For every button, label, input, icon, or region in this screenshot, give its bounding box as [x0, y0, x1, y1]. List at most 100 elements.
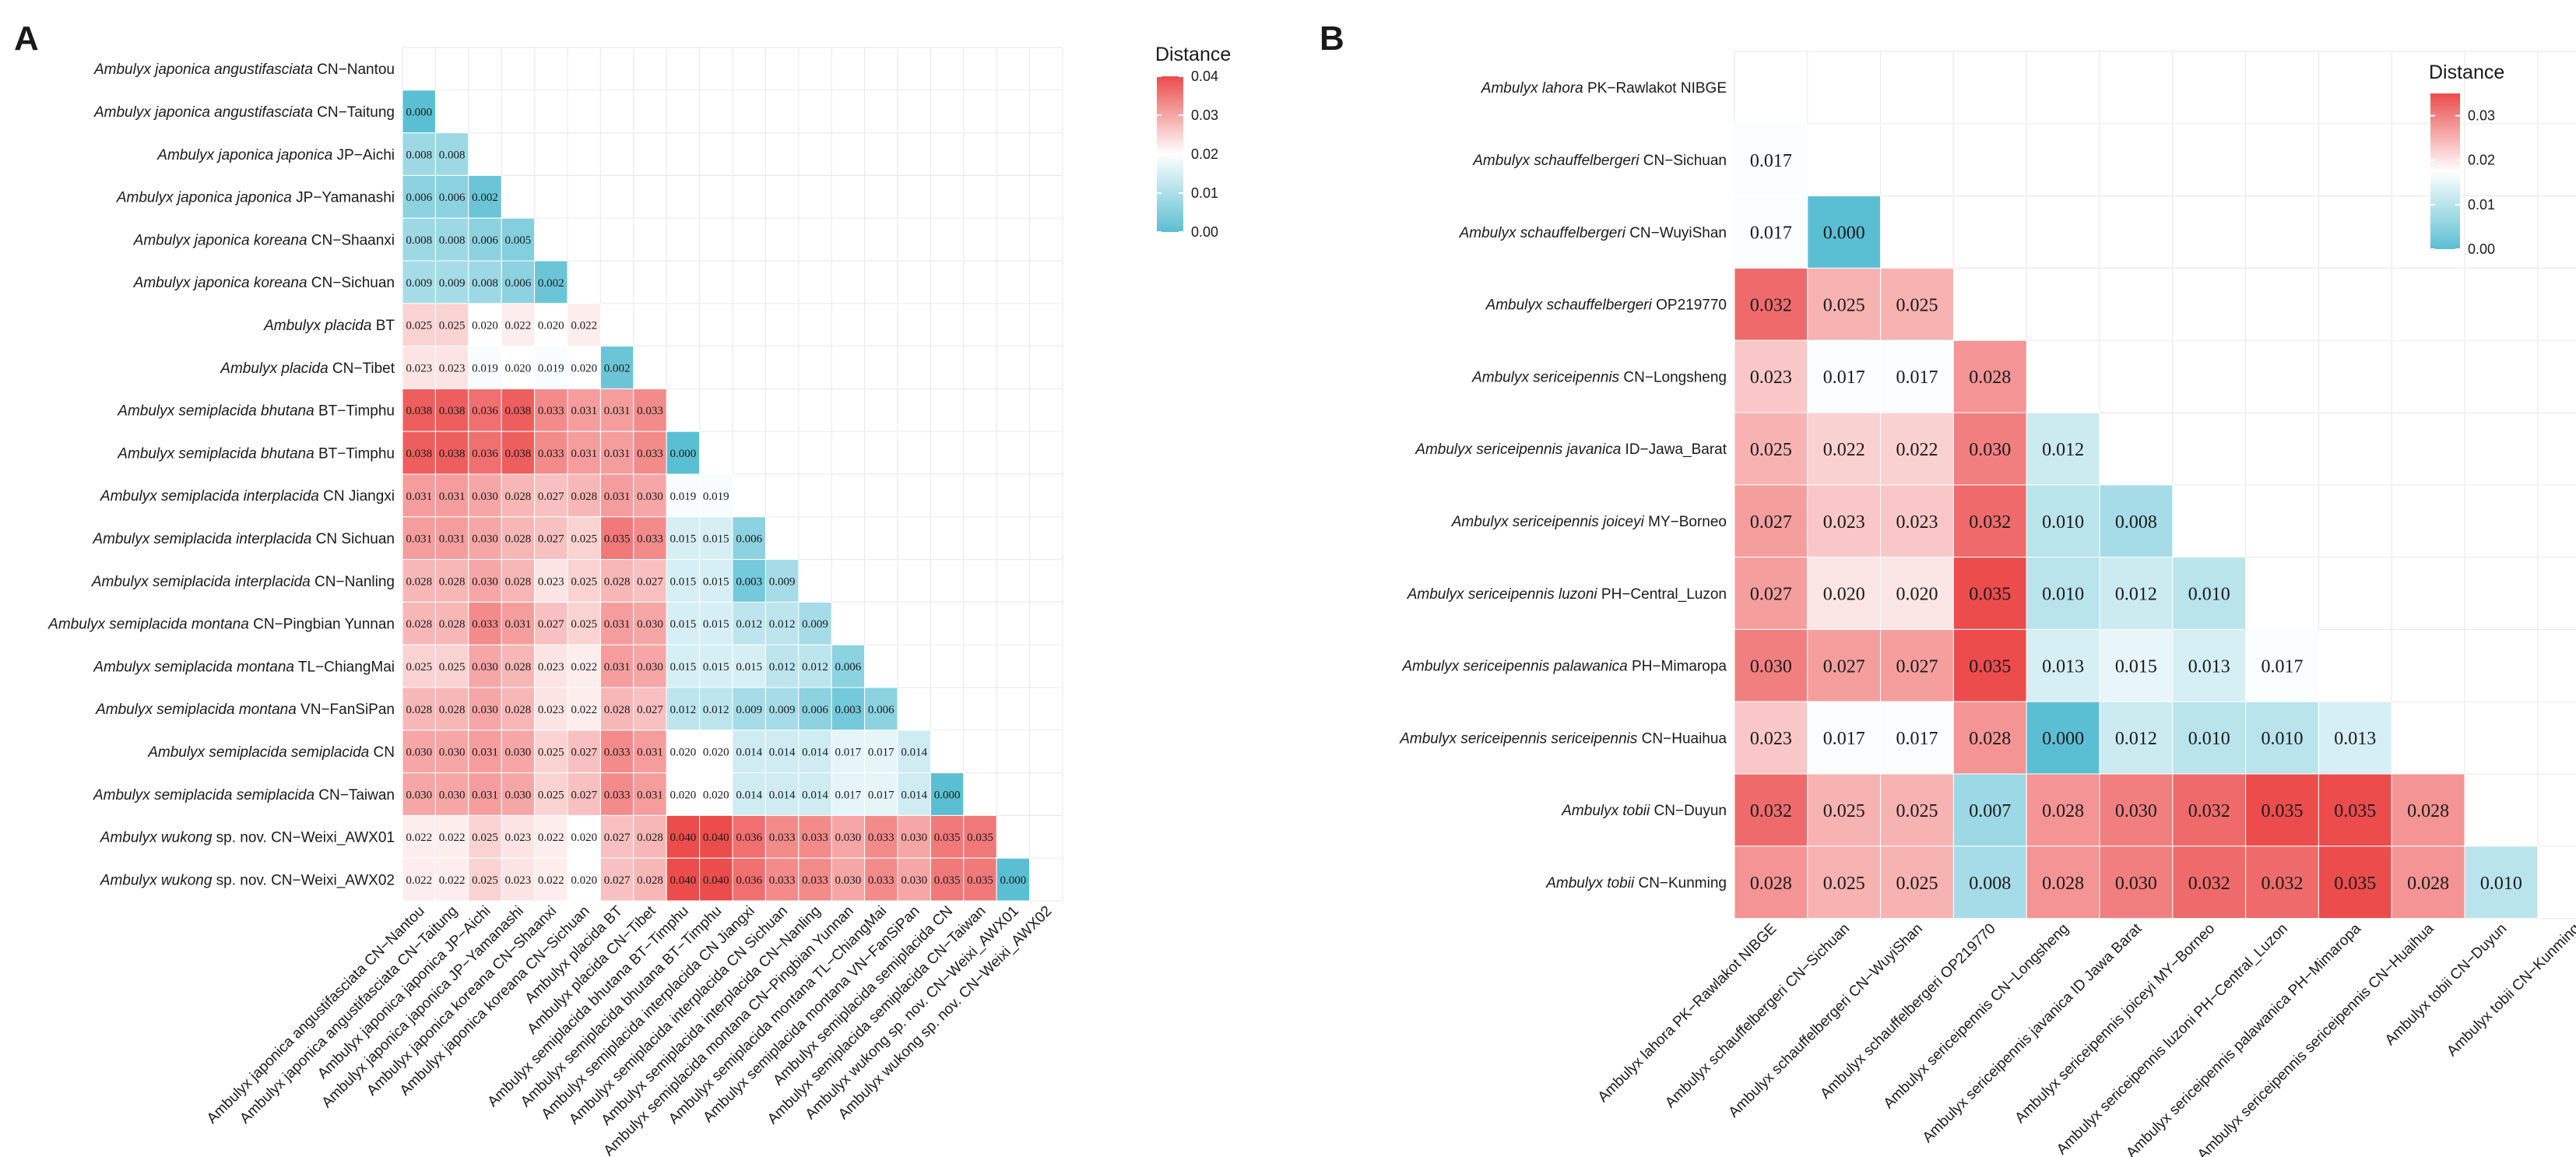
heatmap-cell — [930, 772, 965, 816]
heatmap-cell — [567, 473, 601, 518]
cell-value: 0.020 — [1823, 585, 1865, 605]
cell-value: 0.035 — [2261, 801, 2304, 821]
cell-value: 0.028 — [571, 491, 597, 503]
cell-value: 0.023 — [1750, 367, 1792, 388]
cell-value: 0.033 — [472, 618, 498, 631]
heatmap-cell — [764, 857, 800, 902]
heatmap-cell — [501, 431, 536, 475]
cell-value: 0.022 — [571, 661, 597, 673]
cell-value: 0.020 — [703, 747, 729, 759]
heatmap-cell — [2464, 846, 2539, 920]
cell-value: 0.003 — [736, 575, 762, 588]
heatmap-cell — [1807, 195, 1882, 269]
heatmap-cell — [534, 260, 568, 304]
cell-value: 0.009 — [802, 618, 828, 631]
heatmap-cell — [633, 473, 667, 518]
heatmap-cell — [599, 388, 634, 432]
cell-value: 0.022 — [1896, 440, 1938, 460]
cell-value: 0.038 — [439, 448, 466, 460]
cell-value: 0.023 — [538, 661, 564, 673]
cell-value: 0.000 — [406, 107, 432, 119]
heatmap-cell — [732, 559, 766, 603]
cell-value: 0.031 — [604, 661, 631, 673]
heatmap-cell — [666, 644, 701, 688]
cell-value: 0.006 — [736, 533, 762, 546]
heatmap-cell — [402, 346, 436, 389]
cell-value: 0.023 — [505, 832, 532, 844]
heatmap-cell — [534, 772, 568, 816]
cell-value: 0.036 — [736, 832, 762, 844]
cell-value: 0.013 — [2334, 729, 2376, 749]
heatmap-cell — [501, 473, 536, 518]
heatmap-cell — [402, 687, 436, 731]
cell-value: 0.031 — [637, 747, 663, 759]
cell-value: 0.025 — [1750, 440, 1792, 460]
heatmap-cell — [434, 388, 469, 432]
heatmap-cell — [2245, 701, 2319, 775]
cell-value: 0.033 — [637, 405, 663, 417]
cell-value: 0.006 — [802, 704, 828, 716]
cell-value: 0.027 — [538, 491, 564, 503]
cell-value: 0.030 — [1750, 656, 1792, 677]
cell-value: 0.031 — [637, 789, 663, 801]
cell-value: 0.030 — [505, 789, 532, 801]
cell-value: 0.032 — [2188, 801, 2230, 821]
heatmap-cell — [2026, 557, 2100, 630]
heatmap-cell — [1807, 701, 1882, 775]
cell-value: 0.017 — [1750, 223, 1792, 244]
heatmap-cell — [864, 730, 898, 774]
heatmap-cell — [434, 473, 469, 518]
cell-value: 0.006 — [439, 192, 466, 204]
colorbar-tick-label: 0.02 — [2468, 153, 2495, 168]
cell-value: 0.025 — [1896, 801, 1938, 821]
cell-value: 0.017 — [1896, 367, 1938, 388]
cell-value: 0.031 — [571, 448, 597, 460]
heatmap-cell — [1952, 701, 2027, 775]
cell-value: 0.017 — [1823, 729, 1865, 749]
heatmap-cell — [831, 730, 866, 774]
cell-value: 0.033 — [637, 533, 663, 546]
heatmap-cell — [468, 431, 502, 475]
heatmap-cell — [402, 217, 436, 262]
cell-value: 0.030 — [835, 874, 862, 887]
cell-value: 0.010 — [2480, 874, 2522, 894]
cell-value: 0.000 — [2042, 729, 2084, 749]
heatmap-cell — [567, 857, 601, 902]
cell-value: 0.007 — [1969, 801, 2011, 821]
heatmap-cell — [402, 644, 436, 688]
heatmap-cell — [2245, 628, 2319, 702]
cell-value: 0.028 — [505, 661, 532, 673]
heatmap-cell — [501, 601, 536, 645]
y-tick-label: Ambulyx semiplacida bhutana BT−Timphu — [117, 445, 395, 462]
heatmap-cell — [897, 730, 931, 774]
heatmap-cell — [732, 516, 766, 561]
heatmap-cell — [1734, 773, 1808, 847]
heatmap-cell — [434, 132, 469, 176]
y-tick-label: Ambulyx semiplacida montana CN−Pingbian … — [47, 617, 395, 633]
heatmap-cell — [1952, 339, 2027, 413]
cell-value: 0.012 — [769, 618, 796, 631]
cell-value: 0.008 — [439, 234, 466, 247]
cell-value: 0.022 — [406, 874, 432, 887]
heatmap-cell — [764, 559, 800, 603]
y-tick-label: Ambulyx sericeipennis joiceyi MY−Borneo — [1451, 514, 1727, 530]
cell-value: 0.033 — [868, 874, 894, 887]
cell-value: 0.012 — [703, 704, 729, 716]
cell-value: 0.008 — [406, 149, 432, 161]
heatmap-cell — [864, 857, 898, 902]
cell-value: 0.023 — [1823, 512, 1865, 533]
heatmap-cell — [633, 388, 667, 432]
heatmap-cell — [434, 174, 469, 219]
heatmap-cell — [1734, 846, 1808, 920]
cell-value: 0.010 — [2188, 729, 2230, 749]
cell-value: 0.031 — [439, 491, 466, 503]
cell-value: 0.028 — [2042, 874, 2084, 894]
heatmap-cell — [930, 857, 965, 902]
x-tick-label: Ambulyx japonica angustifasciata CN−Nant… — [204, 903, 428, 1127]
cell-value: 0.027 — [538, 533, 564, 546]
heatmap-cell — [534, 303, 568, 347]
cell-value: 0.012 — [2115, 729, 2157, 749]
cell-value: 0.014 — [901, 789, 927, 801]
y-tick-label: Ambulyx schauffelbergeri CN−WuyiShan — [1459, 225, 1727, 241]
